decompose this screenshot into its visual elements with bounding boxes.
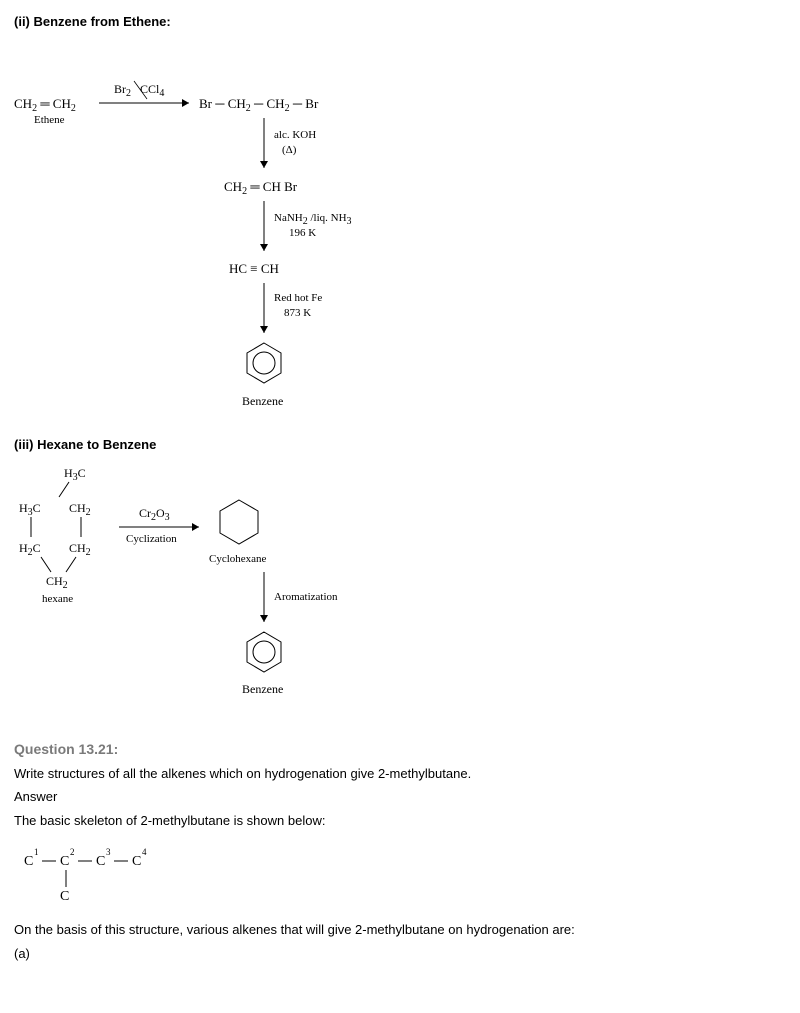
diagram-hexane-to-benzene: H3C H3C CH2 H2C CH2 CH2 hexane Cr2O3 Cyc… (14, 457, 786, 707)
svg-text:CH2 ═ CH Br: CH2 ═ CH Br (224, 179, 298, 197)
svg-text:3: 3 (106, 847, 111, 857)
answer-label: Answer (14, 785, 786, 808)
svg-text:2: 2 (70, 847, 75, 857)
svg-text:H3C: H3C (64, 466, 86, 483)
svg-text:196 K: 196 K (289, 227, 316, 239)
svg-text:Aromatization: Aromatization (274, 591, 338, 603)
diagram-benzene-from-ethene: CH2 ═ CH2 Ethene Br2 CCl4 Br ─ CH2 ─ CH2… (14, 33, 786, 433)
answer-text: The basic skeleton of 2-methylbutane is … (14, 809, 786, 832)
svg-text:Br ─ CH2 ─ CH2 ─ Br: Br ─ CH2 ─ CH2 ─ Br (199, 96, 319, 114)
svg-text:C: C (60, 889, 69, 904)
svg-text:CCl4: CCl4 (140, 82, 164, 99)
svg-text:C: C (96, 854, 105, 869)
svg-text:H2C: H2C (19, 541, 41, 558)
skeleton-diagram: C1 C2 C3 C4 C (14, 840, 786, 910)
svg-text:alc. KOH: alc. KOH (274, 129, 316, 141)
option-a: (a) (14, 942, 786, 965)
svg-text:H3C: H3C (19, 501, 41, 518)
svg-text:Cyclization: Cyclization (126, 533, 177, 545)
svg-text:Cyclohexane: Cyclohexane (209, 553, 267, 565)
svg-text:CH2: CH2 (69, 541, 91, 558)
svg-text:Benzene: Benzene (242, 682, 283, 696)
svg-text:(Δ): (Δ) (282, 144, 297, 156)
svg-text:CH2: CH2 (69, 501, 91, 518)
svg-text:1: 1 (34, 847, 39, 857)
svg-text:C: C (60, 854, 69, 869)
question-heading: Question 13.21: (14, 737, 786, 762)
svg-text:NaNH2 /liq. NH3: NaNH2 /liq. NH3 (274, 212, 352, 227)
section-ii-title: (ii) Benzene from Ethene: (14, 10, 786, 33)
svg-text:873 K: 873 K (284, 307, 311, 319)
svg-text:Red hot Fe: Red hot Fe (274, 292, 322, 304)
svg-text:4: 4 (142, 847, 147, 857)
svg-text:C: C (132, 854, 141, 869)
svg-text:Ethene: Ethene (34, 114, 65, 126)
section-iii-title: (iii) Hexane to Benzene (14, 433, 786, 456)
conclusion-text: On the basis of this structure, various … (14, 918, 786, 941)
svg-text:Br2: Br2 (114, 82, 131, 99)
svg-text:Cr2O3: Cr2O3 (139, 506, 170, 523)
svg-text:CH2: CH2 (46, 574, 68, 591)
svg-text:CH2 ═ CH2: CH2 ═ CH2 (14, 96, 76, 114)
svg-text:HC ≡ CH: HC ≡ CH (229, 261, 279, 276)
svg-text:Benzene: Benzene (242, 394, 283, 408)
svg-text:hexane: hexane (42, 593, 73, 605)
svg-text:C: C (24, 854, 33, 869)
question-text: Write structures of all the alkenes whic… (14, 762, 786, 785)
